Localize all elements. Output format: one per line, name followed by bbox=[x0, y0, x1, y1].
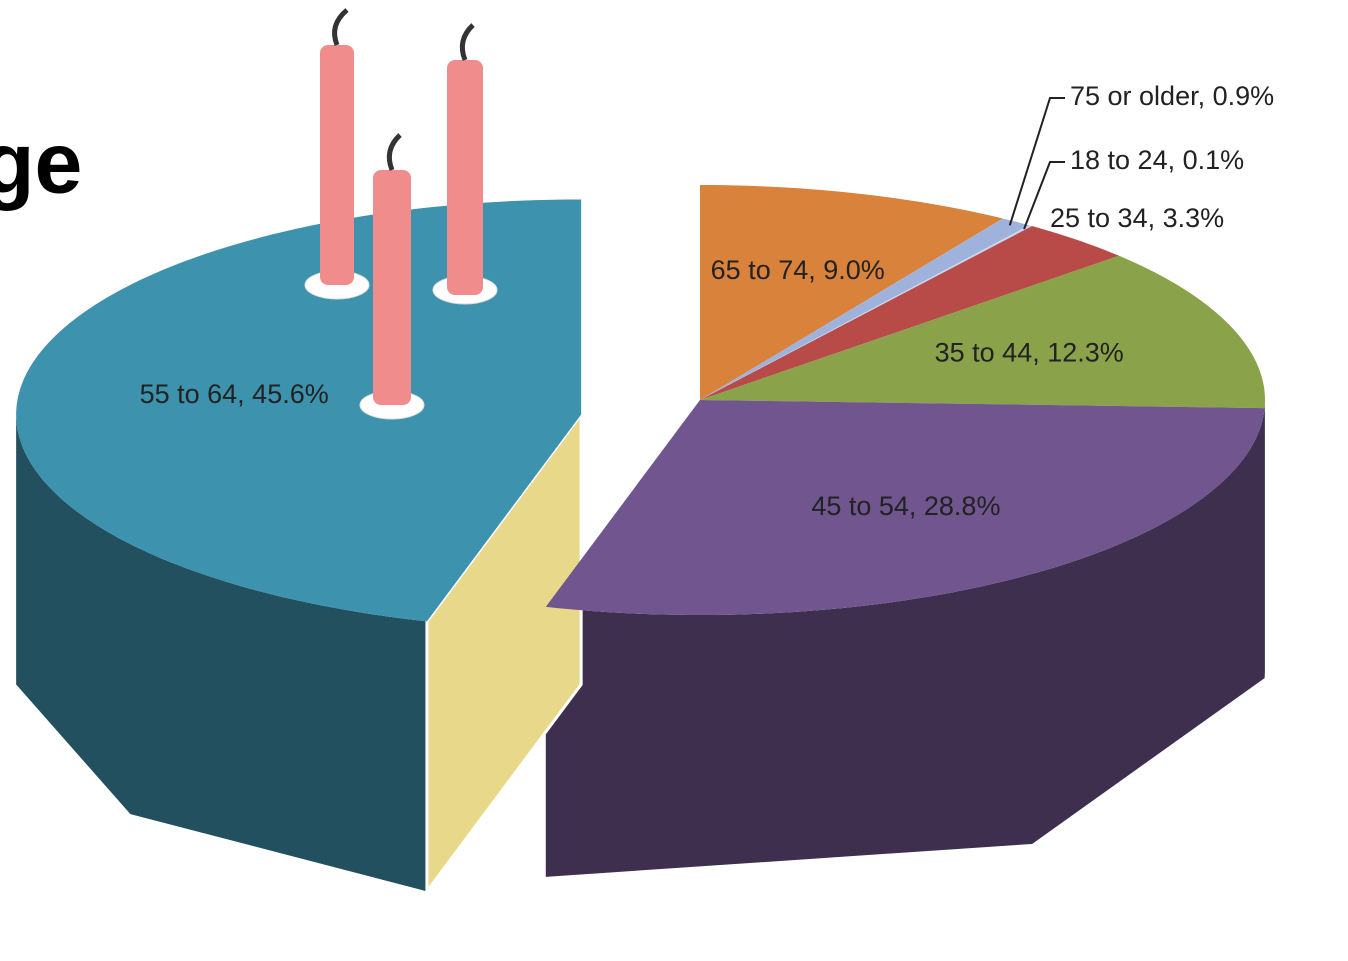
leader-line bbox=[1008, 97, 1065, 226]
wick bbox=[459, 23, 475, 61]
leader-line bbox=[1023, 161, 1065, 230]
slice bbox=[545, 400, 1265, 615]
candle bbox=[373, 170, 411, 405]
wick bbox=[332, 8, 349, 46]
chart-title: ge bbox=[0, 116, 82, 212]
data-label: 18 to 24, 0.1% bbox=[1070, 145, 1244, 175]
slice bbox=[700, 255, 1265, 409]
side-wall bbox=[545, 408, 1265, 877]
candles bbox=[304, 8, 498, 420]
candle bbox=[320, 45, 354, 285]
data-label: 65 to 74, 9.0% bbox=[711, 255, 885, 285]
data-label: 45 to 54, 28.8% bbox=[811, 491, 1000, 521]
slice bbox=[700, 226, 1120, 400]
slice bbox=[700, 185, 1003, 400]
wick bbox=[386, 133, 402, 171]
side-wall bbox=[16, 414, 427, 892]
slice bbox=[700, 225, 1033, 400]
data-label: 25 to 34, 3.3% bbox=[1050, 203, 1224, 233]
slice bbox=[16, 199, 582, 622]
data-label: 75 or older, 0.9% bbox=[1070, 81, 1274, 111]
slice bbox=[700, 218, 1030, 400]
data-label: 35 to 44, 12.3% bbox=[935, 338, 1124, 368]
pie: 65 to 74, 9.0% 75 or older, 0.9% 18 to 24,… bbox=[16, 81, 1274, 896]
candle bbox=[447, 60, 483, 295]
data-label: 55 to 64, 45.6% bbox=[140, 379, 329, 409]
